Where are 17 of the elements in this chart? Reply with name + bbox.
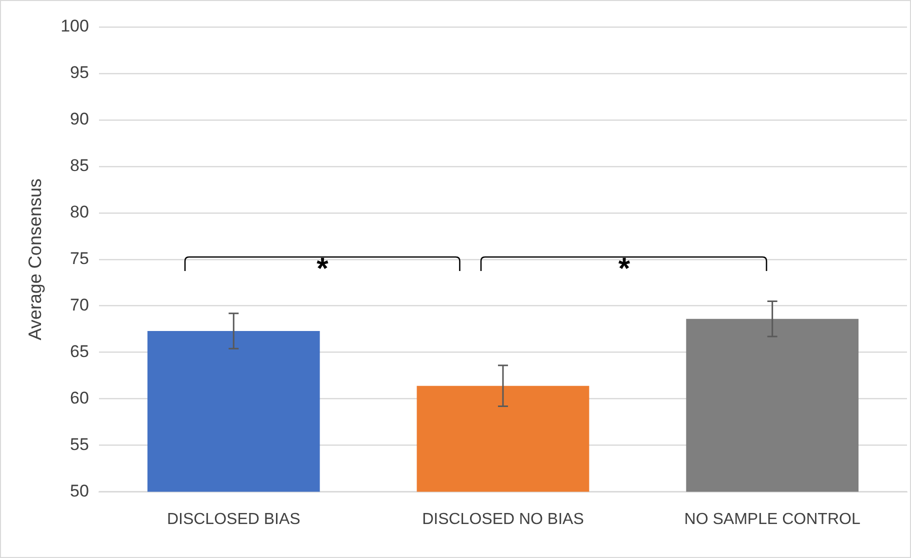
x-tick-label: DISCLOSED BIAS: [166, 510, 300, 528]
y-tick-label: 75: [70, 249, 89, 268]
y-tick-label: 50: [70, 481, 89, 500]
y-tick-label: 95: [70, 63, 89, 82]
y-tick-label: 65: [70, 342, 89, 362]
annotation: *: [316, 252, 329, 286]
y-tick-label: 55: [70, 435, 89, 454]
y-tick-label: 80: [70, 202, 89, 222]
y-tick-label: 85: [70, 156, 89, 176]
y-tick-label: 70: [70, 296, 89, 315]
x-tick-label: DISCLOSED NO BIAS: [422, 510, 584, 528]
y-tick-label: 100: [60, 16, 89, 36]
y-axis-title: Average Consensus: [24, 178, 45, 340]
y-tick-label: 60: [70, 388, 89, 408]
y-tick-label: 90: [70, 110, 89, 129]
annotation: *: [618, 252, 630, 286]
x-tick-label: NO SAMPLE CONTROL: [684, 510, 860, 528]
